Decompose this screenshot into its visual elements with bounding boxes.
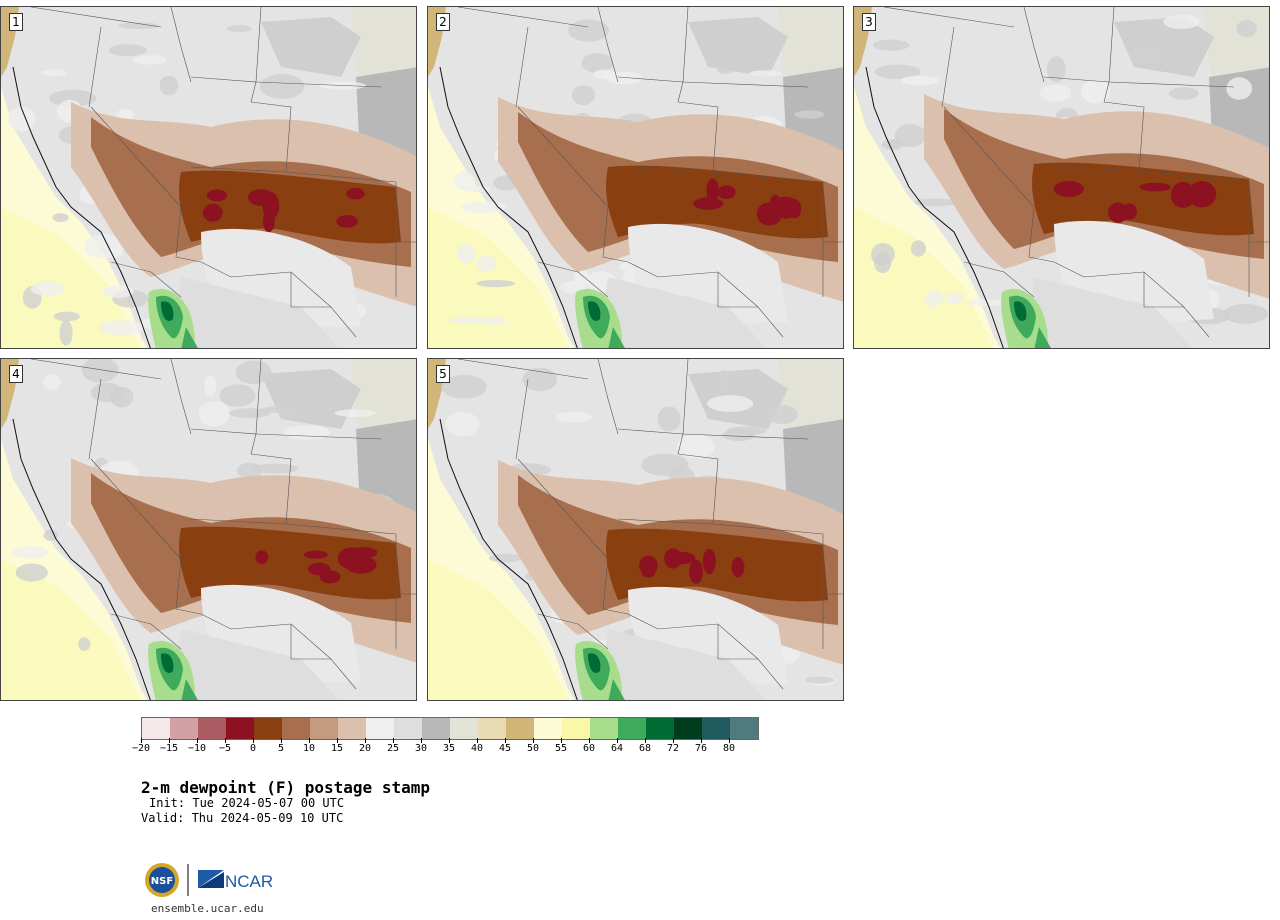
site-url: ensemble.ucar.edu [151, 902, 264, 915]
panel-label-5: 5 [436, 365, 450, 383]
colorbar-tick-label: 35 [442, 743, 456, 754]
colorbar-segment [142, 718, 170, 739]
colorbar-tick-label: 30 [414, 743, 428, 754]
map-panel-3: 3 [853, 6, 1270, 349]
colorbar-segment [562, 718, 590, 739]
colorbar-segment [338, 718, 366, 739]
init-time: Init: Tue 2024-05-07 00 UTC [149, 796, 345, 810]
colorbar-segment [170, 718, 198, 739]
colorbar-tick-label: 60 [582, 743, 596, 754]
colorbar-segment [646, 718, 674, 739]
colorbar-tick [281, 738, 282, 743]
colorbar-segment [730, 718, 758, 739]
colorbar-tick [533, 738, 534, 743]
nsf-seal-icon: NSF [145, 863, 179, 897]
colorbar-segment [226, 718, 254, 739]
colorbar-segment [478, 718, 506, 739]
map-panel-1: 1 [0, 6, 417, 349]
colorbar-tick [169, 738, 170, 743]
colorbar-tick [589, 738, 590, 743]
panel-label-4: 4 [9, 365, 23, 383]
colorbar-tick [337, 738, 338, 743]
colorbar-segment [366, 718, 394, 739]
colorbar-tick [561, 738, 562, 743]
colorbar-tick [505, 738, 506, 743]
colorbar-segment [590, 718, 618, 739]
colorbar-tick-label: −5 [218, 743, 232, 754]
dewpoint-map-4 [1, 359, 416, 700]
panel-label-3: 3 [862, 13, 876, 31]
colorbar-tick [141, 738, 142, 743]
colorbar-tick-label: 68 [638, 743, 652, 754]
chart-title: 2-m dewpoint (F) postage stamp [141, 778, 430, 797]
colorbar-segment [198, 718, 226, 739]
map-panel-2: 2 [427, 6, 844, 349]
dewpoint-map-1 [1, 7, 416, 348]
colorbar-tick-label: −10 [187, 743, 207, 754]
colorbar-tick-label: 72 [666, 743, 680, 754]
colorbar-tick-label: 10 [302, 743, 316, 754]
nsf-ncar-logo: NSF NCAR [144, 862, 274, 898]
colorbar-segment [254, 718, 282, 739]
colorbar-tick-label: 55 [554, 743, 568, 754]
map-panel-4: 4 [0, 358, 417, 701]
colorbar-tick-label: 64 [610, 743, 624, 754]
colorbar-tick [225, 738, 226, 743]
colorbar-tick-label: 5 [277, 743, 285, 754]
colorbar-segment [702, 718, 730, 739]
colorbar-tick [365, 738, 366, 743]
colorbar-tick [449, 738, 450, 743]
colorbar-tick [617, 738, 618, 743]
colorbar-tick [673, 738, 674, 743]
colorbar-tick [701, 738, 702, 743]
colorbar-tick [729, 738, 730, 743]
dewpoint-map-3 [854, 7, 1269, 348]
colorbar-segment [618, 718, 646, 739]
colorbar-tick-label: −20 [131, 743, 151, 754]
colorbar-tick-label: 80 [722, 743, 736, 754]
colorbar-tick-label: −15 [159, 743, 179, 754]
colorbar-ticks: −20 −15 −10 −5 0 5 10 15 20 25 30 35 40 45 50 55 60 64 68 7… [132, 738, 761, 762]
colorbar-tick-label: 40 [470, 743, 484, 754]
dewpoint-map-2 [428, 7, 843, 348]
colorbar-segment [394, 718, 422, 739]
colorbar-segment [282, 718, 310, 739]
dewpoint-map-5 [428, 359, 843, 700]
colorbar-tick-label: 0 [249, 743, 257, 754]
colorbar-segment [506, 718, 534, 739]
colorbar-tick [309, 738, 310, 743]
valid-time: Valid: Thu 2024-05-09 10 UTC [141, 811, 344, 825]
colorbar-tick-label: 45 [498, 743, 512, 754]
colorbar-tick-label: 76 [694, 743, 708, 754]
panel-label-1: 1 [9, 13, 23, 31]
ncar-logo-icon: NCAR [198, 870, 273, 891]
panel-label-2: 2 [436, 13, 450, 31]
svg-text:NSF: NSF [151, 876, 173, 887]
colorbar-segment [310, 718, 338, 739]
colorbar-tick [477, 738, 478, 743]
map-panel-5: 5 [427, 358, 844, 701]
colorbar-segment [422, 718, 450, 739]
colorbar-tick [393, 738, 394, 743]
colorbar-tick [197, 738, 198, 743]
colorbar-tick [253, 738, 254, 743]
colorbar-segment [450, 718, 478, 739]
colorbar-tick-label: 50 [526, 743, 540, 754]
colorbar-tick-label: 15 [330, 743, 344, 754]
colorbar-tick-label: 20 [358, 743, 372, 754]
colorbar-segment [534, 718, 562, 739]
colorbar-segment [674, 718, 702, 739]
svg-text:NCAR: NCAR [225, 872, 273, 891]
colorbar-tick-label: 25 [386, 743, 400, 754]
colorbar-tick [645, 738, 646, 743]
colorbar [141, 717, 759, 740]
colorbar-tick [421, 738, 422, 743]
